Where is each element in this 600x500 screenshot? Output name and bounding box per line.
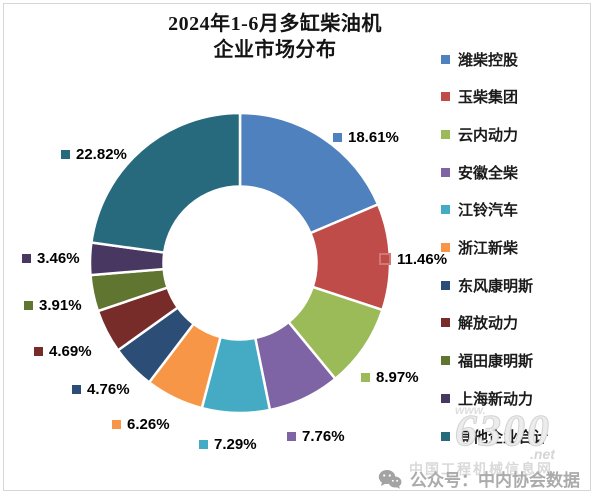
legend-label: 福田康明斯 (458, 354, 534, 371)
legend-item-浙江新柴: 浙江新柴 (441, 238, 518, 258)
data-label-value: 7.76% (302, 427, 345, 445)
legend-item-解放动力: 解放动力 (441, 313, 518, 333)
data-label-marker (24, 300, 33, 310)
legend-marker (441, 92, 450, 102)
data-label-value: 18.61% (348, 128, 399, 146)
legend-label: 浙江新柴 (458, 241, 519, 257)
data-label-marker (287, 431, 296, 441)
data-label-value: 7.29% (214, 435, 257, 453)
data-label-其他企业合计: 22.82% (61, 145, 127, 163)
legend-item-其他企业合计: 其他企业合计 (441, 426, 548, 446)
data-label-value: 4.76% (87, 380, 130, 398)
legend-label: 解放动力 (458, 316, 519, 333)
legend-item-福田康明斯: 福田康明斯 (441, 351, 533, 371)
data-label-玉柴集团: 11.46% (379, 250, 447, 268)
legend-marker (441, 431, 450, 441)
legend-item-东风康明斯: 东风康明斯 (441, 275, 533, 295)
data-label-value: 22.82% (76, 145, 127, 163)
legend-item-潍柴控股: 潍柴控股 (441, 49, 518, 69)
data-label-value: 3.46% (37, 249, 80, 267)
data-label-marker (61, 149, 70, 159)
pie-slice-潍柴控股 (238, 111, 380, 235)
data-label-解放动力: 4.69% (34, 342, 92, 360)
chart-title-line2: 企业市场分布 (213, 39, 337, 61)
data-label-云内动力: 8.97% (361, 368, 419, 386)
legend-item-玉柴集团: 玉柴集团 (441, 87, 518, 107)
data-label-marker (379, 253, 391, 265)
chart-title-line1: 2024年1-6月多缸柴油机 (168, 13, 382, 35)
legend-label: 玉柴集团 (458, 90, 519, 107)
legend-label: 东风康明斯 (458, 278, 534, 295)
data-label-marker (112, 419, 121, 429)
data-label-value: 6.26% (127, 415, 170, 433)
footer: 公众号：中内协会数据 (378, 466, 580, 491)
data-label-value: 4.69% (49, 342, 92, 360)
legend-item-江铃汽车: 江铃汽车 (441, 200, 518, 220)
legend-marker (441, 318, 450, 328)
legend-marker (441, 280, 450, 290)
legend-label: 江铃汽车 (458, 203, 519, 220)
data-label-marker (22, 253, 31, 263)
pie-slice-其他企业合计 (90, 111, 242, 254)
data-label-marker (199, 439, 208, 449)
data-label-福田康明斯: 3.91% (24, 296, 82, 314)
legend-marker (441, 205, 450, 215)
data-label-潍柴控股: 18.61% (333, 128, 399, 146)
chart-title: 2024年1-6月多缸柴油机 企业市场分布 (110, 11, 440, 63)
data-label-安徽全柴: 7.76% (287, 427, 345, 445)
data-label-上海新动力: 3.46% (22, 249, 80, 267)
data-label-浙江新柴: 6.26% (112, 415, 170, 433)
data-label-marker (333, 132, 342, 142)
legend-item-上海新动力: 上海新动力 (441, 388, 533, 408)
legend-label: 云内动力 (458, 127, 519, 144)
wechat-icon (378, 469, 402, 489)
legend-marker (441, 243, 450, 252)
data-label-marker (361, 372, 370, 382)
data-label-marker (34, 346, 43, 356)
footer-text: 公众号：中内协会数据 (410, 471, 580, 490)
data-label-江铃汽车: 7.29% (199, 435, 257, 453)
data-label-东风康明斯: 4.76% (72, 380, 130, 398)
legend-label: 其他企业合计 (458, 429, 549, 446)
data-label-value: 11.46% (397, 250, 448, 268)
legend-label: 上海新动力 (458, 391, 534, 408)
data-label-value: 8.97% (376, 368, 419, 386)
legend-marker (441, 54, 450, 64)
data-label-value: 3.91% (39, 296, 82, 314)
legend-item-安徽全柴: 安徽全柴 (441, 162, 518, 182)
data-label-marker (72, 384, 81, 394)
legend-marker (441, 129, 450, 139)
legend-marker (441, 356, 450, 366)
legend-marker (441, 393, 450, 403)
legend-item-云内动力: 云内动力 (441, 124, 518, 144)
legend-label: 潍柴控股 (458, 52, 519, 69)
legend-marker (441, 167, 450, 177)
legend-label: 安徽全柴 (458, 165, 519, 182)
